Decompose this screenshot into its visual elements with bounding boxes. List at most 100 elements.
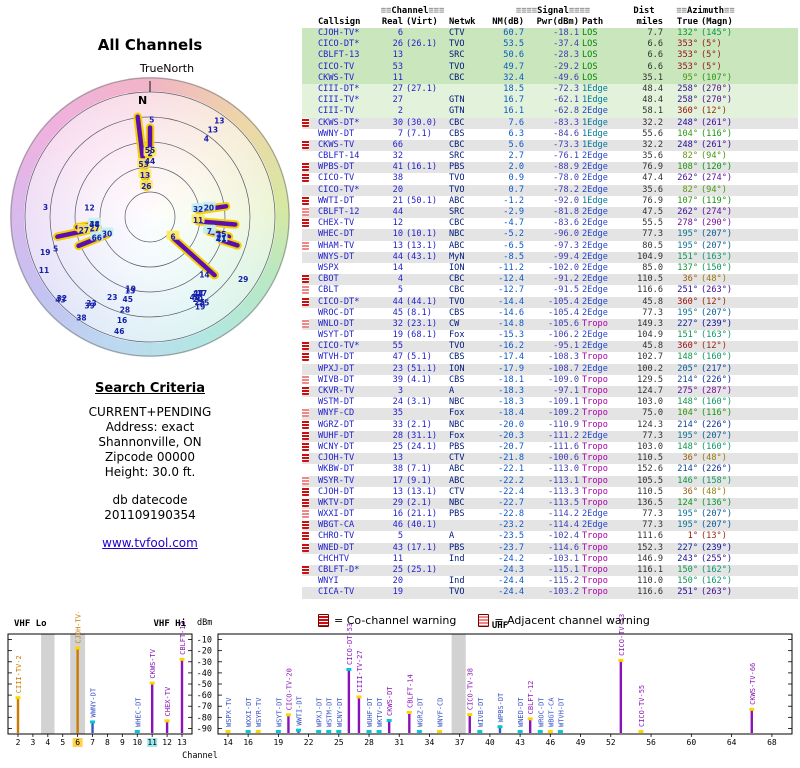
station-tip (517, 730, 523, 733)
callsign-link[interactable]: WHAM-TV (318, 240, 355, 251)
cell-real-channel: 13 (392, 240, 403, 251)
table-row: WSYR-TV 17 (9.1) ABC -22.2 -113.1 Tropo 105.5 14… (302, 475, 798, 487)
cell-azimuth-magnetic: (239°) (701, 318, 733, 329)
callsign-link[interactable]: CBOT (318, 274, 339, 285)
callsign-link[interactable]: WPBS-DT (318, 162, 355, 173)
co-channel-marker (302, 162, 315, 173)
cell-real-channel: 43 (392, 542, 403, 553)
callsign-link[interactable]: WTVH-DT (318, 352, 355, 363)
station-label: WHEC-DT (134, 697, 142, 727)
cell-pwr-dbm: -115.2 (547, 576, 579, 587)
callsign-link[interactable]: CHCHTV (318, 553, 350, 564)
co-channel-marker (302, 531, 315, 542)
cell-virtual-channel: (23.1) (406, 318, 438, 329)
cell-miles: 146.9 (637, 553, 663, 564)
callsign-link[interactable]: WSYR-TV (318, 475, 355, 486)
callsign-link[interactable]: WPXJ-DT (318, 363, 355, 374)
callsign-link[interactable]: CKVR-TV (318, 386, 355, 396)
callsign-link[interactable]: CHRO-TV (318, 531, 355, 542)
callsign-link[interactable]: CIII-TV (318, 106, 355, 117)
cell-nm-db: -24.4 (498, 576, 524, 587)
callsign-link[interactable]: CIII-TV* (318, 95, 360, 106)
cell-azimuth-true: 36° (682, 486, 698, 497)
svg-text:28: 28 (120, 306, 130, 315)
callsign-link[interactable]: CBLFT-12 (318, 207, 360, 217)
callsign-link[interactable]: WNYF-CD (318, 408, 355, 419)
svg-text:13: 13 (177, 738, 187, 747)
cell-virtual-channel: (2.1) (406, 419, 432, 430)
callsign-link[interactable]: WHEC-DT (318, 229, 355, 240)
callsign-link[interactable]: CBLFT-14 (318, 151, 360, 162)
tvfool-link[interactable]: www.tvfool.com (102, 536, 198, 550)
callsign-link[interactable]: WKBW-DT (318, 464, 355, 475)
svg-text:38: 38 (76, 314, 86, 323)
cell-network: ION (449, 262, 465, 273)
cell-miles: 104.9 (637, 251, 663, 262)
cell-network: A (449, 531, 455, 542)
svg-text:-70: -70 (197, 702, 212, 712)
station-label: CHEX-TV (164, 686, 172, 716)
callsign-link[interactable]: CHEX-TV (318, 218, 355, 229)
cell-pwr-dbm: -28.3 (553, 50, 579, 61)
cell-nm-db: -22.4 (498, 486, 524, 497)
cell-pwr-dbm: -62.1 (553, 95, 579, 106)
callsign-link[interactable]: CIII-DT* (318, 83, 360, 94)
callsign-link[interactable]: CICO-DT* (318, 296, 360, 307)
cell-azimuth-true: 1° (687, 531, 698, 542)
callsign-link[interactable]: WCNY-DT (318, 441, 355, 452)
table-row: CIII-TV 2 GTN 16.1 -62.8 2Edge 58.1 360° (12°) (302, 106, 798, 118)
callsign-link[interactable]: CICA-TV (318, 587, 355, 598)
callsign-link[interactable]: WGRZ-DT (318, 419, 355, 430)
svg-text:53: 53 (138, 160, 148, 169)
callsign-link[interactable]: WSTM-DT (318, 397, 355, 408)
callsign-link[interactable]: CICO-TV* (318, 341, 360, 352)
callsign-link[interactable]: WNYS-DT (318, 251, 355, 262)
cell-real-channel: 19 (392, 330, 403, 341)
callsign-link[interactable]: WSPX (318, 262, 339, 273)
callsign-link[interactable]: CICO-TV* (318, 184, 360, 195)
callsign-link[interactable]: WNED-DT (318, 542, 355, 553)
callsign-link[interactable]: WIVB-DT (318, 374, 355, 385)
cell-path: 2Edge (582, 307, 608, 318)
uhf-chart: 14 16 19 22 25 28 31 34 37 40 43 46 49 52 56 60 64 68 WSPX… (217, 614, 793, 747)
cell-pwr-dbm: -97.1 (553, 386, 579, 396)
callsign-link[interactable]: WUHF-DT (318, 430, 355, 441)
callsign-link[interactable]: CJOH-TV* (318, 28, 360, 38)
callsign-link[interactable]: WXXI-DT (318, 509, 355, 520)
callsign-link[interactable]: WROC-DT (318, 307, 355, 318)
svg-text:27: 27 (79, 226, 89, 235)
callsign-link[interactable]: CICO-DT* (318, 39, 360, 50)
cell-real-channel: 23 (392, 363, 403, 374)
cell-virtual-channel: (40.1) (406, 520, 438, 531)
callsign-link[interactable]: CKWS-DT* (318, 117, 360, 128)
callsign-link[interactable]: CKWS-TV (318, 139, 355, 150)
callsign-link[interactable]: WBGT-CA (318, 520, 355, 531)
callsign-link[interactable]: WWTI-DT (318, 195, 355, 206)
station-tip (376, 730, 382, 733)
callsign-link[interactable]: WNLO-DT (318, 318, 355, 329)
callsign-link[interactable]: CBLFT-D* (318, 565, 360, 575)
callsign-link[interactable]: WNYI (318, 576, 339, 587)
cell-pwr-dbm: -111.2 (547, 430, 579, 441)
channel-group-header: ≡≡Channel≡≡≡ (380, 6, 445, 16)
adjacent-channel-marker (302, 240, 315, 252)
cell-miles: 45.8 (642, 296, 663, 307)
svg-text:16: 16 (243, 738, 253, 747)
cell-nm-db: 32.4 (503, 72, 524, 83)
cell-real-channel: 13 (392, 486, 403, 497)
callsign-link[interactable]: WWNY-DT (318, 128, 355, 139)
callsign-link[interactable]: CICO-TV (318, 61, 355, 72)
callsign-link[interactable]: WKTV-DT (318, 497, 355, 508)
callsign-link[interactable]: CBLT (318, 285, 339, 296)
station-label: WSYR-TV (255, 697, 263, 727)
cell-path: 2Edge (582, 106, 608, 117)
callsign-link[interactable]: CBLFT-13 (318, 50, 360, 61)
cell-real-channel: 32 (392, 151, 403, 162)
cell-real-channel: 30 (392, 117, 403, 128)
callsign-link[interactable]: WSYT-DT (318, 330, 355, 341)
callsign-link[interactable]: CICO-TV (318, 173, 355, 184)
callsign-link[interactable]: CJOH-DT (318, 486, 355, 497)
callsign-link[interactable]: CKWS-TV (318, 72, 355, 83)
callsign-link[interactable]: CJOH-TV (318, 453, 355, 464)
polar-signal-bars (53, 112, 242, 280)
